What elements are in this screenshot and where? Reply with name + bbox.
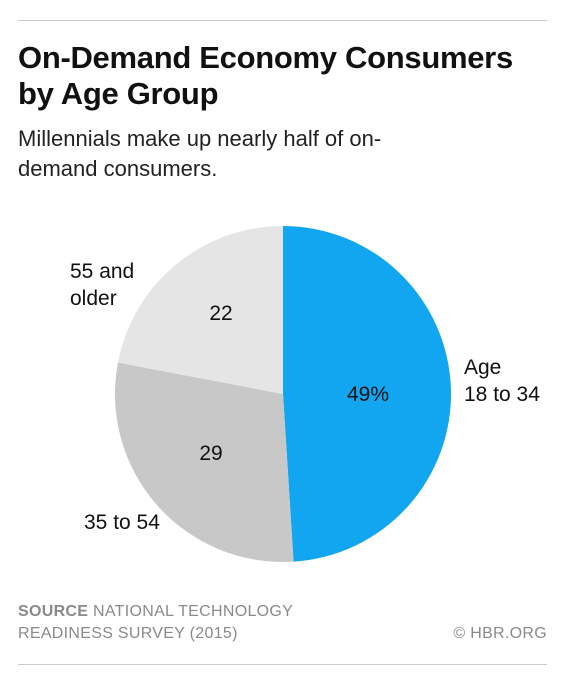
slice-category-label: 55 and older (70, 260, 134, 310)
source-text: NATIONAL TECHNOLOGY READINESS SURVEY (20… (18, 603, 293, 642)
slice-category-label: Age 18 to 34 (464, 356, 540, 406)
bottom-divider (18, 664, 547, 665)
pie-slice (117, 226, 283, 394)
slice-category-label: 35 to 54 (84, 511, 160, 534)
slice-value-label: 29 (199, 442, 222, 465)
slice-value-label: 49% (347, 383, 389, 406)
source-note: SOURCE NATIONAL TECHNOLOGY READINESS SUR… (18, 601, 348, 645)
source-label: SOURCE (18, 603, 89, 620)
slice-value-label: 22 (209, 302, 232, 325)
top-divider (18, 20, 547, 21)
pie-slice (283, 226, 451, 562)
credit-text: © HBR.ORG (453, 625, 547, 642)
chart-title: On-Demand Economy Consumers by Age Group (18, 40, 513, 111)
chart-subtitle: Millennials make up nearly half of on-de… (18, 126, 382, 181)
pie-slice (115, 362, 294, 562)
pie-chart: 49% Age 18 to 34 29 35 to 54 22 55 and older (70, 226, 540, 562)
